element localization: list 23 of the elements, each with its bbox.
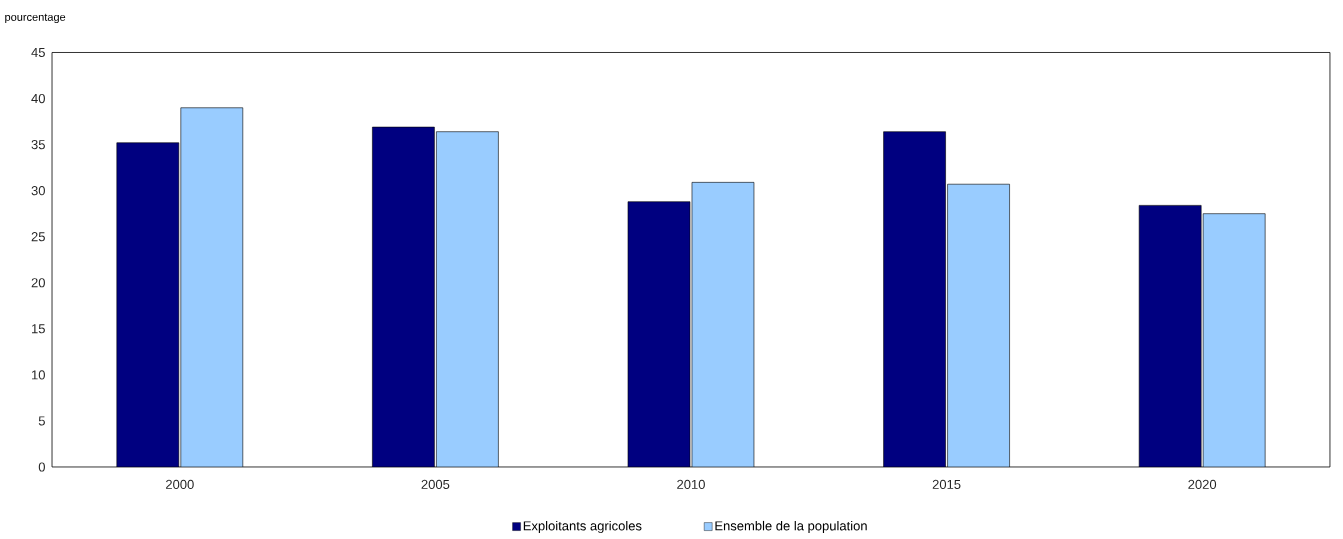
bar: [372, 126, 435, 467]
legend-label: Ensemble de la population: [715, 520, 867, 534]
y-tick-label: 35: [31, 139, 45, 150]
x-tick-label: 2005: [421, 479, 450, 489]
x-tick-label: 2020: [1188, 479, 1217, 489]
y-tick-label: 40: [31, 93, 45, 104]
x-tick-label: 2015: [932, 479, 961, 489]
y-tick-label: 15: [32, 324, 45, 334]
bar: [883, 131, 946, 467]
y-tick-label: 45: [31, 47, 45, 58]
x-tick-label: 2010: [677, 479, 705, 489]
y-tick-label: 20: [31, 278, 45, 288]
x-tick-label: 2000: [166, 479, 194, 489]
y-tick-label: 10: [32, 370, 45, 380]
y-tick-label: 0: [38, 462, 45, 472]
bar: [1138, 205, 1202, 467]
y-tick-label: 30: [31, 186, 45, 196]
legend-label: Exploitants agricoles: [523, 520, 642, 534]
y-axis-title: pourcentage: [5, 13, 66, 24]
y-tick-label: 25: [31, 232, 45, 242]
bar: [116, 142, 180, 467]
bar: [627, 201, 691, 467]
y-tick-label: 5: [38, 416, 45, 426]
